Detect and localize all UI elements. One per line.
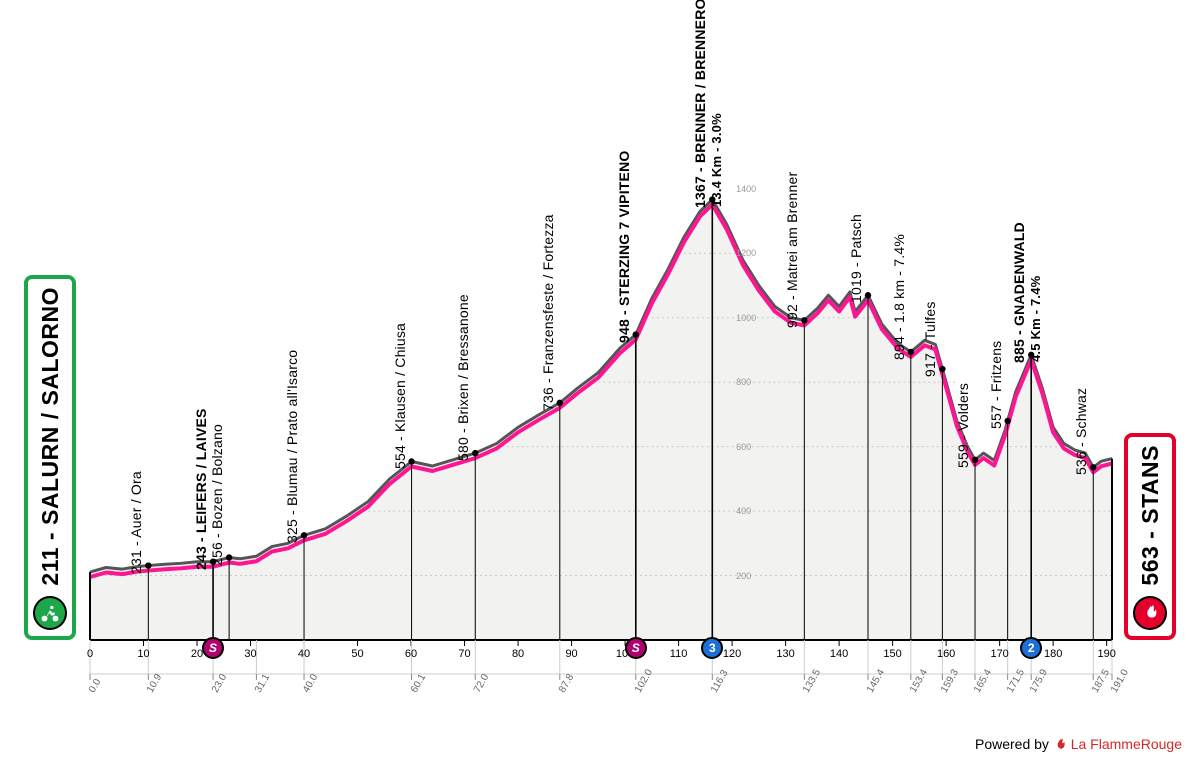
waypoint-sublabel: 4.5 Km - 7.4% bbox=[1028, 275, 1043, 361]
waypoint-label: 256 - Bozen / Bolzano bbox=[209, 424, 225, 566]
grid-elevation-label: 200 bbox=[736, 571, 751, 581]
kom-marker: 2 bbox=[1020, 637, 1042, 659]
profile-point-dot bbox=[633, 331, 639, 337]
waypoint-label: 243 - LEIFERS / LAIVES bbox=[193, 408, 209, 570]
grid-elevation-label: 800 bbox=[736, 377, 751, 387]
km-major-label: 180 bbox=[1044, 648, 1062, 660]
profile-point-dot bbox=[1090, 464, 1096, 470]
waypoint-label: 557 - Fritzens bbox=[988, 340, 1004, 428]
profile-point-dot bbox=[557, 400, 563, 406]
km-major-label: 60 bbox=[405, 648, 417, 660]
profile-point-dot bbox=[865, 292, 871, 298]
waypoint-label: 917 - Tulfes bbox=[922, 301, 938, 377]
km-major-label: 10 bbox=[137, 648, 149, 660]
attribution: Powered by La FlammeRouge bbox=[975, 736, 1182, 752]
profile-point-dot bbox=[145, 562, 151, 568]
grid-elevation-label: 1200 bbox=[736, 248, 756, 258]
km-major-label: 80 bbox=[512, 648, 524, 660]
waypoint-label: 554 - Klausen / Chiusa bbox=[392, 323, 408, 469]
sprint-marker: S bbox=[625, 637, 647, 659]
waypoint-label: 1019 - Patsch bbox=[848, 214, 864, 303]
waypoint-label: 580 - Brixen / Bressanone bbox=[455, 294, 471, 461]
km-major-label: 30 bbox=[244, 648, 256, 660]
profile-point-dot bbox=[908, 349, 914, 355]
waypoint-label: 948 - STERZING 7 VIPITENO bbox=[616, 150, 632, 343]
waypoint-label: 231 - Auer / Ora bbox=[128, 471, 144, 574]
km-major-label: 40 bbox=[298, 648, 310, 660]
profile-point-dot bbox=[939, 366, 945, 372]
profile-point-dot bbox=[226, 554, 232, 560]
waypoint-label: 559 - Volders bbox=[955, 383, 971, 468]
km-major-label: 170 bbox=[990, 648, 1008, 660]
km-major-label: 130 bbox=[776, 648, 794, 660]
km-major-label: 0 bbox=[87, 648, 93, 660]
grid-elevation-label: 600 bbox=[736, 442, 751, 452]
profile-point-dot bbox=[472, 450, 478, 456]
waypoint-label: 992 - Matrei am Brenner bbox=[784, 172, 800, 328]
sprint-marker: S bbox=[202, 637, 224, 659]
profile-point-dot bbox=[301, 532, 307, 538]
waypoint-label: 736 - Franzensfeste / Fortezza bbox=[540, 214, 556, 411]
profile-point-dot bbox=[972, 457, 978, 463]
km-major-label: 160 bbox=[937, 648, 955, 660]
waypoint-label: 536 - Schwaz bbox=[1073, 388, 1089, 475]
waypoint-label: 885 - GNADENWALD bbox=[1011, 222, 1027, 363]
grid-elevation-label: 1400 bbox=[736, 184, 756, 194]
waypoint-label: 325 - Blumau / Prato all'Isarco bbox=[284, 350, 300, 543]
profile-point-dot bbox=[408, 458, 414, 464]
grid-elevation-label: 1000 bbox=[736, 313, 756, 323]
km-major-label: 50 bbox=[351, 648, 363, 660]
km-major-label: 70 bbox=[458, 648, 470, 660]
profile-point-dot bbox=[1004, 418, 1010, 424]
km-major-label: 150 bbox=[883, 648, 901, 660]
km-major-label: 90 bbox=[565, 648, 577, 660]
km-major-label: 190 bbox=[1097, 648, 1115, 660]
km-major-label: 140 bbox=[830, 648, 848, 660]
grid-elevation-label: 400 bbox=[736, 506, 751, 516]
kom-marker: 3 bbox=[701, 637, 723, 659]
profile-point-dot bbox=[801, 317, 807, 323]
km-major-label: 110 bbox=[670, 648, 688, 660]
waypoint-label: 1367 - BRENNER / BRENNERO bbox=[692, 0, 708, 208]
km-major-label: 120 bbox=[723, 648, 741, 660]
waypoint-label: 894 - 1.8 km - 7.4% bbox=[891, 234, 907, 360]
waypoint-sublabel: 13.4 Km - 3.0% bbox=[709, 113, 724, 207]
